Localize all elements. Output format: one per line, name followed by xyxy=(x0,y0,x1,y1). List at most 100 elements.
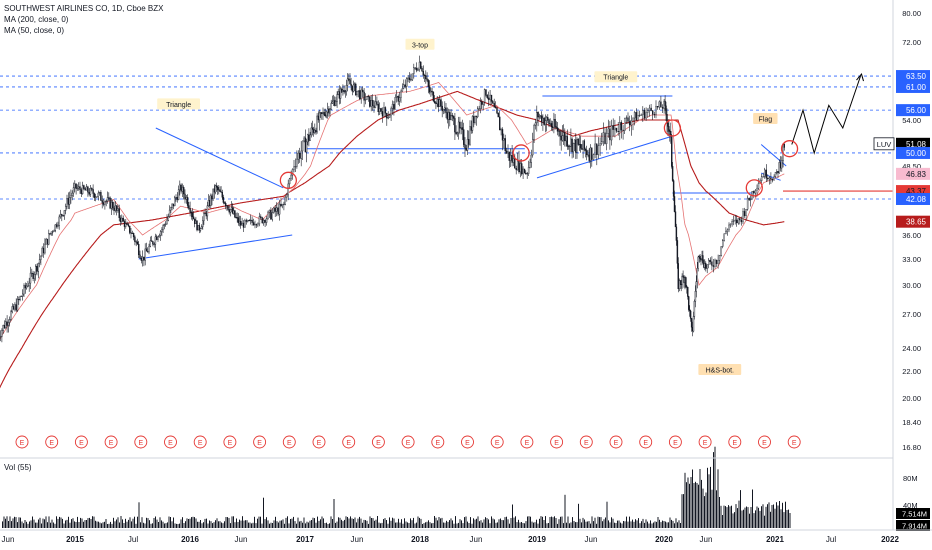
candle-body xyxy=(407,77,409,79)
candle-body xyxy=(468,139,470,145)
candle-body xyxy=(110,201,113,209)
candle-body xyxy=(565,136,567,142)
candle-body xyxy=(516,160,519,171)
earnings-marker-label: E xyxy=(584,440,589,447)
volume-bar xyxy=(645,519,647,528)
volume-bar xyxy=(12,518,14,528)
volume-bar xyxy=(48,516,50,528)
earnings-icon[interactable] xyxy=(371,435,385,449)
volume-bar xyxy=(656,521,657,528)
candle-body xyxy=(485,89,487,96)
volume-bar xyxy=(387,523,389,528)
earnings-icon[interactable] xyxy=(15,435,29,449)
earnings-icon[interactable] xyxy=(134,435,148,449)
volume-bar xyxy=(384,518,386,528)
earnings-icon[interactable] xyxy=(401,435,415,449)
candle-body xyxy=(204,213,206,215)
volume-bar xyxy=(765,506,767,528)
volume-bar xyxy=(438,517,440,528)
candle-body xyxy=(779,162,782,169)
candle-body xyxy=(475,115,477,118)
earnings-icon[interactable] xyxy=(45,435,59,449)
candle-body xyxy=(101,200,103,203)
earnings-icon[interactable] xyxy=(282,435,296,449)
volume-bar xyxy=(359,516,360,528)
volume-bar xyxy=(542,516,543,528)
volume-bar xyxy=(683,494,684,528)
earnings-icon[interactable] xyxy=(609,435,623,449)
earnings-icon[interactable] xyxy=(164,435,177,449)
annotation-label: Flag xyxy=(759,117,773,124)
candle-body xyxy=(49,233,51,235)
annotation-box xyxy=(157,98,200,110)
candle-body xyxy=(483,89,486,103)
candle-body xyxy=(614,127,616,130)
earnings-icon[interactable] xyxy=(104,435,118,449)
candle-body xyxy=(435,102,437,105)
earnings-icon[interactable] xyxy=(74,435,88,449)
candle-body xyxy=(452,116,455,119)
volume-bar xyxy=(371,518,372,528)
volume-bar xyxy=(468,523,470,528)
candle-body xyxy=(471,116,474,131)
earnings-icon[interactable] xyxy=(193,435,207,449)
earnings-icon[interactable] xyxy=(342,435,356,449)
earnings-icon[interactable] xyxy=(758,435,771,449)
earnings-icon[interactable] xyxy=(579,435,593,449)
candle-body xyxy=(271,212,273,220)
candle-body xyxy=(234,210,236,218)
earnings-icon[interactable] xyxy=(253,435,267,449)
candle-body xyxy=(746,197,749,210)
volume-bar xyxy=(671,519,672,528)
earnings-marker-label: E xyxy=(495,440,500,447)
candle-body xyxy=(421,67,423,72)
candle-body xyxy=(312,129,315,133)
earnings-icon[interactable] xyxy=(431,435,445,449)
volume-bar xyxy=(39,517,41,528)
candle-body xyxy=(84,188,86,191)
earnings-icon[interactable] xyxy=(668,435,682,449)
volume-bar xyxy=(773,504,774,528)
volume-bar xyxy=(350,516,351,528)
volume-bar xyxy=(29,521,30,528)
earnings-icon[interactable] xyxy=(639,435,653,449)
volume-bar xyxy=(173,517,174,528)
candle-body xyxy=(605,133,608,144)
volume-bar xyxy=(626,516,627,528)
volume-bar xyxy=(62,518,63,528)
candle-body xyxy=(647,110,649,113)
candle-body xyxy=(637,115,639,121)
volume-bar xyxy=(20,517,21,528)
volume-bar xyxy=(117,517,119,528)
volume-bar xyxy=(294,521,296,528)
candle-body xyxy=(518,160,520,173)
volume-bar xyxy=(474,519,476,528)
candle-body xyxy=(580,143,582,149)
candle-body xyxy=(273,207,275,213)
earnings-icon[interactable] xyxy=(490,435,504,449)
earnings-icon[interactable] xyxy=(223,435,237,449)
earnings-icon[interactable] xyxy=(728,435,742,449)
earnings-icon[interactable] xyxy=(461,435,474,449)
earnings-marker-label: E xyxy=(703,440,708,447)
candle-body xyxy=(591,147,593,160)
candle-body xyxy=(441,105,443,112)
earnings-icon[interactable] xyxy=(787,435,801,449)
candle-body xyxy=(532,138,534,156)
breakout-circle xyxy=(663,119,682,137)
earnings-icon[interactable] xyxy=(312,435,326,449)
candle-body xyxy=(745,208,747,216)
candle-body xyxy=(583,140,585,150)
earnings-icon[interactable] xyxy=(520,435,534,449)
candle-body xyxy=(198,225,201,231)
earnings-icon[interactable] xyxy=(550,435,564,449)
candle-body xyxy=(431,90,433,93)
y-tick-label: 16.80 xyxy=(902,443,921,452)
candle-body xyxy=(519,163,521,173)
earnings-marker-label: E xyxy=(138,440,143,447)
volume-bar xyxy=(686,482,687,528)
volume-bar xyxy=(461,520,462,528)
volume-bar xyxy=(603,519,605,528)
earnings-icon[interactable] xyxy=(698,435,712,449)
